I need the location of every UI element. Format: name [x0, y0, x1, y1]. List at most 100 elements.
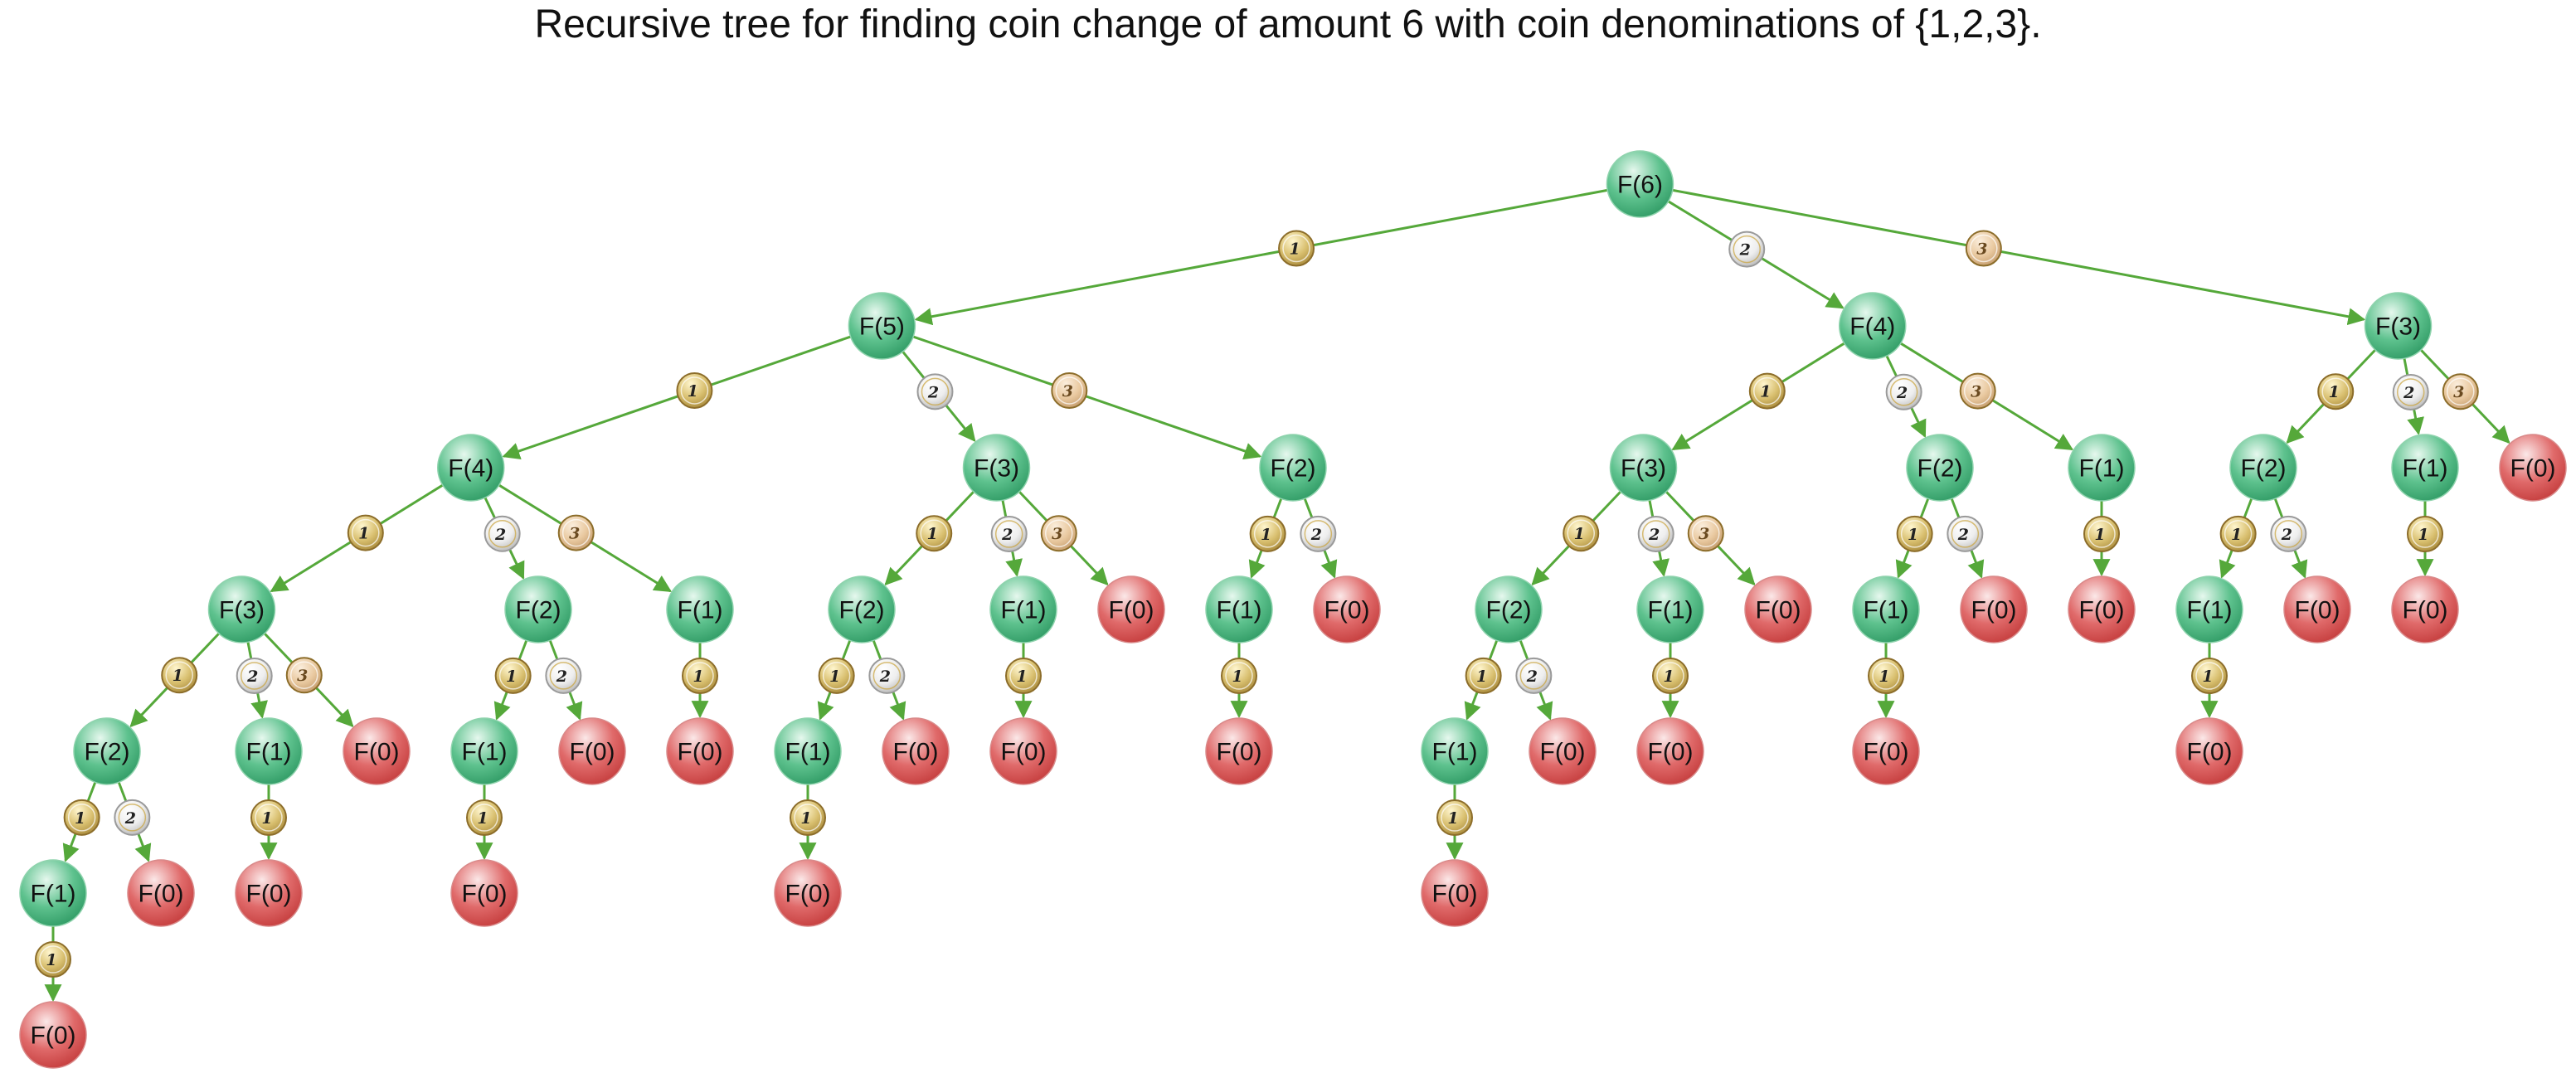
base-case-node: F(0)	[450, 859, 518, 927]
node-label: F(0)	[2295, 597, 2340, 624]
base-case-node: F(0)	[2283, 575, 2351, 643]
coin-2-icon: 2	[1300, 515, 1337, 552]
node-label: F(4)	[448, 455, 493, 483]
recursive-call-node: F(1)	[235, 717, 303, 785]
recursive-call-node: F(4)	[437, 434, 505, 502]
coin-1-icon: 1	[2083, 516, 2120, 553]
base-case-node: F(0)	[558, 717, 626, 785]
coin-1-icon: 1	[916, 515, 953, 552]
coin-1-icon: 1	[63, 799, 100, 836]
node-label: F(1)	[1001, 597, 1047, 624]
coin-label: 3	[297, 667, 308, 685]
node-label: F(2)	[2241, 455, 2287, 483]
coin-1-icon: 1	[161, 657, 198, 694]
coin-label: 3	[2453, 383, 2464, 401]
coin-2-icon: 2	[868, 657, 906, 694]
coin-1-icon: 1	[1005, 658, 1042, 695]
coin-2-icon: 2	[1515, 657, 1553, 694]
coin-1-icon: 1	[2317, 373, 2355, 410]
coin-3-icon: 3	[1040, 515, 1077, 552]
coin-label: 1	[829, 668, 840, 686]
coin-2-icon: 2	[114, 799, 151, 836]
recursive-call-node: F(1)	[666, 575, 734, 643]
coin-3-icon: 3	[1965, 230, 2002, 267]
coin-label: 2	[1957, 526, 1969, 544]
node-label: F(3)	[2375, 313, 2421, 341]
node-label: F(0)	[462, 881, 508, 908]
coin-label: 1	[358, 525, 369, 543]
node-label: F(3)	[1621, 455, 1666, 483]
tree-edge	[1672, 188, 2366, 326]
coin-2-icon: 2	[545, 657, 582, 694]
node-label: F(3)	[974, 455, 1019, 483]
recursive-call-node: F(1)	[2391, 434, 2459, 502]
coin-label: 1	[927, 525, 938, 543]
recursive-call-node: F(1)	[774, 717, 842, 785]
coin-2-icon: 2	[2392, 373, 2429, 410]
coin-2-icon: 2	[1728, 231, 1766, 268]
coin-label: 1	[1760, 383, 1771, 401]
tree-edge	[912, 335, 1262, 460]
coin-3-icon: 3	[1959, 372, 1996, 410]
coin-label: 2	[556, 668, 567, 686]
node-label: F(1)	[1217, 597, 1262, 624]
coin-1-icon: 1	[1221, 658, 1257, 695]
coin-1-icon: 1	[1748, 372, 1786, 410]
node-label: F(0)	[1971, 597, 2017, 624]
base-case-node: F(0)	[666, 717, 734, 785]
base-case-node: F(0)	[2391, 575, 2459, 643]
node-label: F(0)	[1864, 739, 1909, 766]
base-case-node: F(0)	[127, 859, 195, 927]
coin-1-icon: 1	[1563, 515, 1600, 552]
base-case-node: F(0)	[989, 717, 1057, 785]
recursive-call-node: F(2)	[1906, 434, 1974, 502]
recursive-call-node: F(1)	[989, 575, 1057, 643]
node-label: F(6)	[1617, 172, 1663, 199]
coin-2-icon: 2	[1637, 515, 1674, 552]
coin-label: 1	[1879, 668, 1889, 686]
recursive-call-node: F(1)	[19, 859, 87, 927]
recursive-call-node: F(2)	[1475, 575, 1543, 643]
coin-label: 1	[1232, 668, 1242, 686]
node-label: F(0)	[1432, 881, 1478, 908]
node-label: F(0)	[1756, 597, 1801, 624]
coin-label: 1	[1663, 668, 1674, 686]
recursive-call-node: F(4)	[1839, 292, 1907, 360]
node-label: F(0)	[678, 739, 723, 766]
node-label: F(1)	[2403, 455, 2448, 483]
recursive-call-node: F(1)	[1852, 575, 1920, 643]
recursive-call-node: F(1)	[1421, 717, 1489, 785]
coin-label: 1	[261, 809, 272, 828]
node-label: F(0)	[1648, 739, 1694, 766]
tree-edge	[502, 335, 852, 460]
node-label: F(0)	[570, 739, 615, 766]
coin-label: 1	[75, 809, 85, 828]
coin-label: 1	[2094, 526, 2105, 544]
coin-label: 1	[477, 809, 488, 828]
coin-label: 1	[1261, 526, 1271, 544]
recursive-call-node: F(1)	[2175, 575, 2243, 643]
coin-label: 2	[879, 668, 891, 686]
coin-1-icon: 1	[818, 657, 855, 694]
recursive-call-node: F(2)	[828, 575, 896, 643]
coin-3-icon: 3	[557, 514, 595, 551]
base-case-node: F(0)	[774, 859, 842, 927]
base-case-node: F(0)	[1097, 575, 1165, 643]
coin-1-icon: 1	[1465, 657, 1502, 694]
coin-label: 1	[1476, 668, 1487, 686]
coin-1-icon: 1	[676, 371, 713, 409]
coin-label: 1	[1574, 525, 1585, 543]
coin-label: 2	[1739, 241, 1751, 260]
node-label: F(4)	[1849, 313, 1895, 341]
coin-1-icon: 1	[494, 657, 532, 694]
recursive-call-node: F(2)	[2229, 434, 2297, 502]
coin-label: 2	[246, 668, 258, 686]
node-label: F(0)	[893, 739, 939, 766]
node-label: F(0)	[31, 1022, 76, 1050]
diagram-title: Recursive tree for finding coin change o…	[534, 2, 2042, 46]
coin-label: 1	[2418, 526, 2428, 544]
coin-2-icon: 2	[916, 373, 954, 410]
coin-label: 1	[800, 809, 811, 828]
recursive-call-node: F(1)	[1205, 575, 1273, 643]
recursive-call-node: F(2)	[73, 717, 141, 785]
